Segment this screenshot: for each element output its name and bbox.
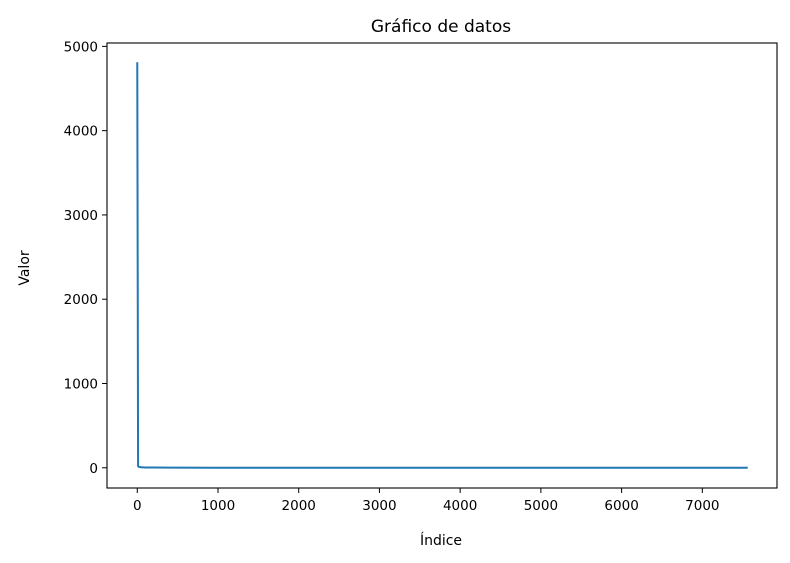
y-tick-label: 4000 (64, 124, 98, 140)
y-tick-label: 1000 (64, 376, 98, 392)
x-tick-label: 0 (133, 498, 142, 514)
x-tick-label: 2000 (282, 498, 316, 514)
y-tick-label: 5000 (64, 39, 98, 55)
chart-title: Gráfico de datos (371, 17, 511, 37)
x-tick-label: 6000 (604, 498, 638, 514)
y-axis-title: Valor (17, 250, 33, 286)
x-tick-label: 4000 (443, 498, 477, 514)
x-axis-title: Índice (420, 532, 462, 549)
y-tick-label: 2000 (64, 292, 98, 308)
x-tick-label: 1000 (201, 498, 235, 514)
plot-area: 0 1000 2000 3000 4000 5000 6000 7000 0 1000 2000 30… (64, 39, 778, 514)
axes-frame (106, 42, 778, 489)
x-tick-label: 5000 (524, 498, 558, 514)
y-tick-label: 3000 (64, 208, 98, 224)
y-tick-label: 0 (89, 461, 98, 477)
series-line-0 (136, 62, 748, 469)
x-tick-label: 3000 (362, 498, 396, 514)
x-tick-label: 7000 (685, 498, 719, 514)
